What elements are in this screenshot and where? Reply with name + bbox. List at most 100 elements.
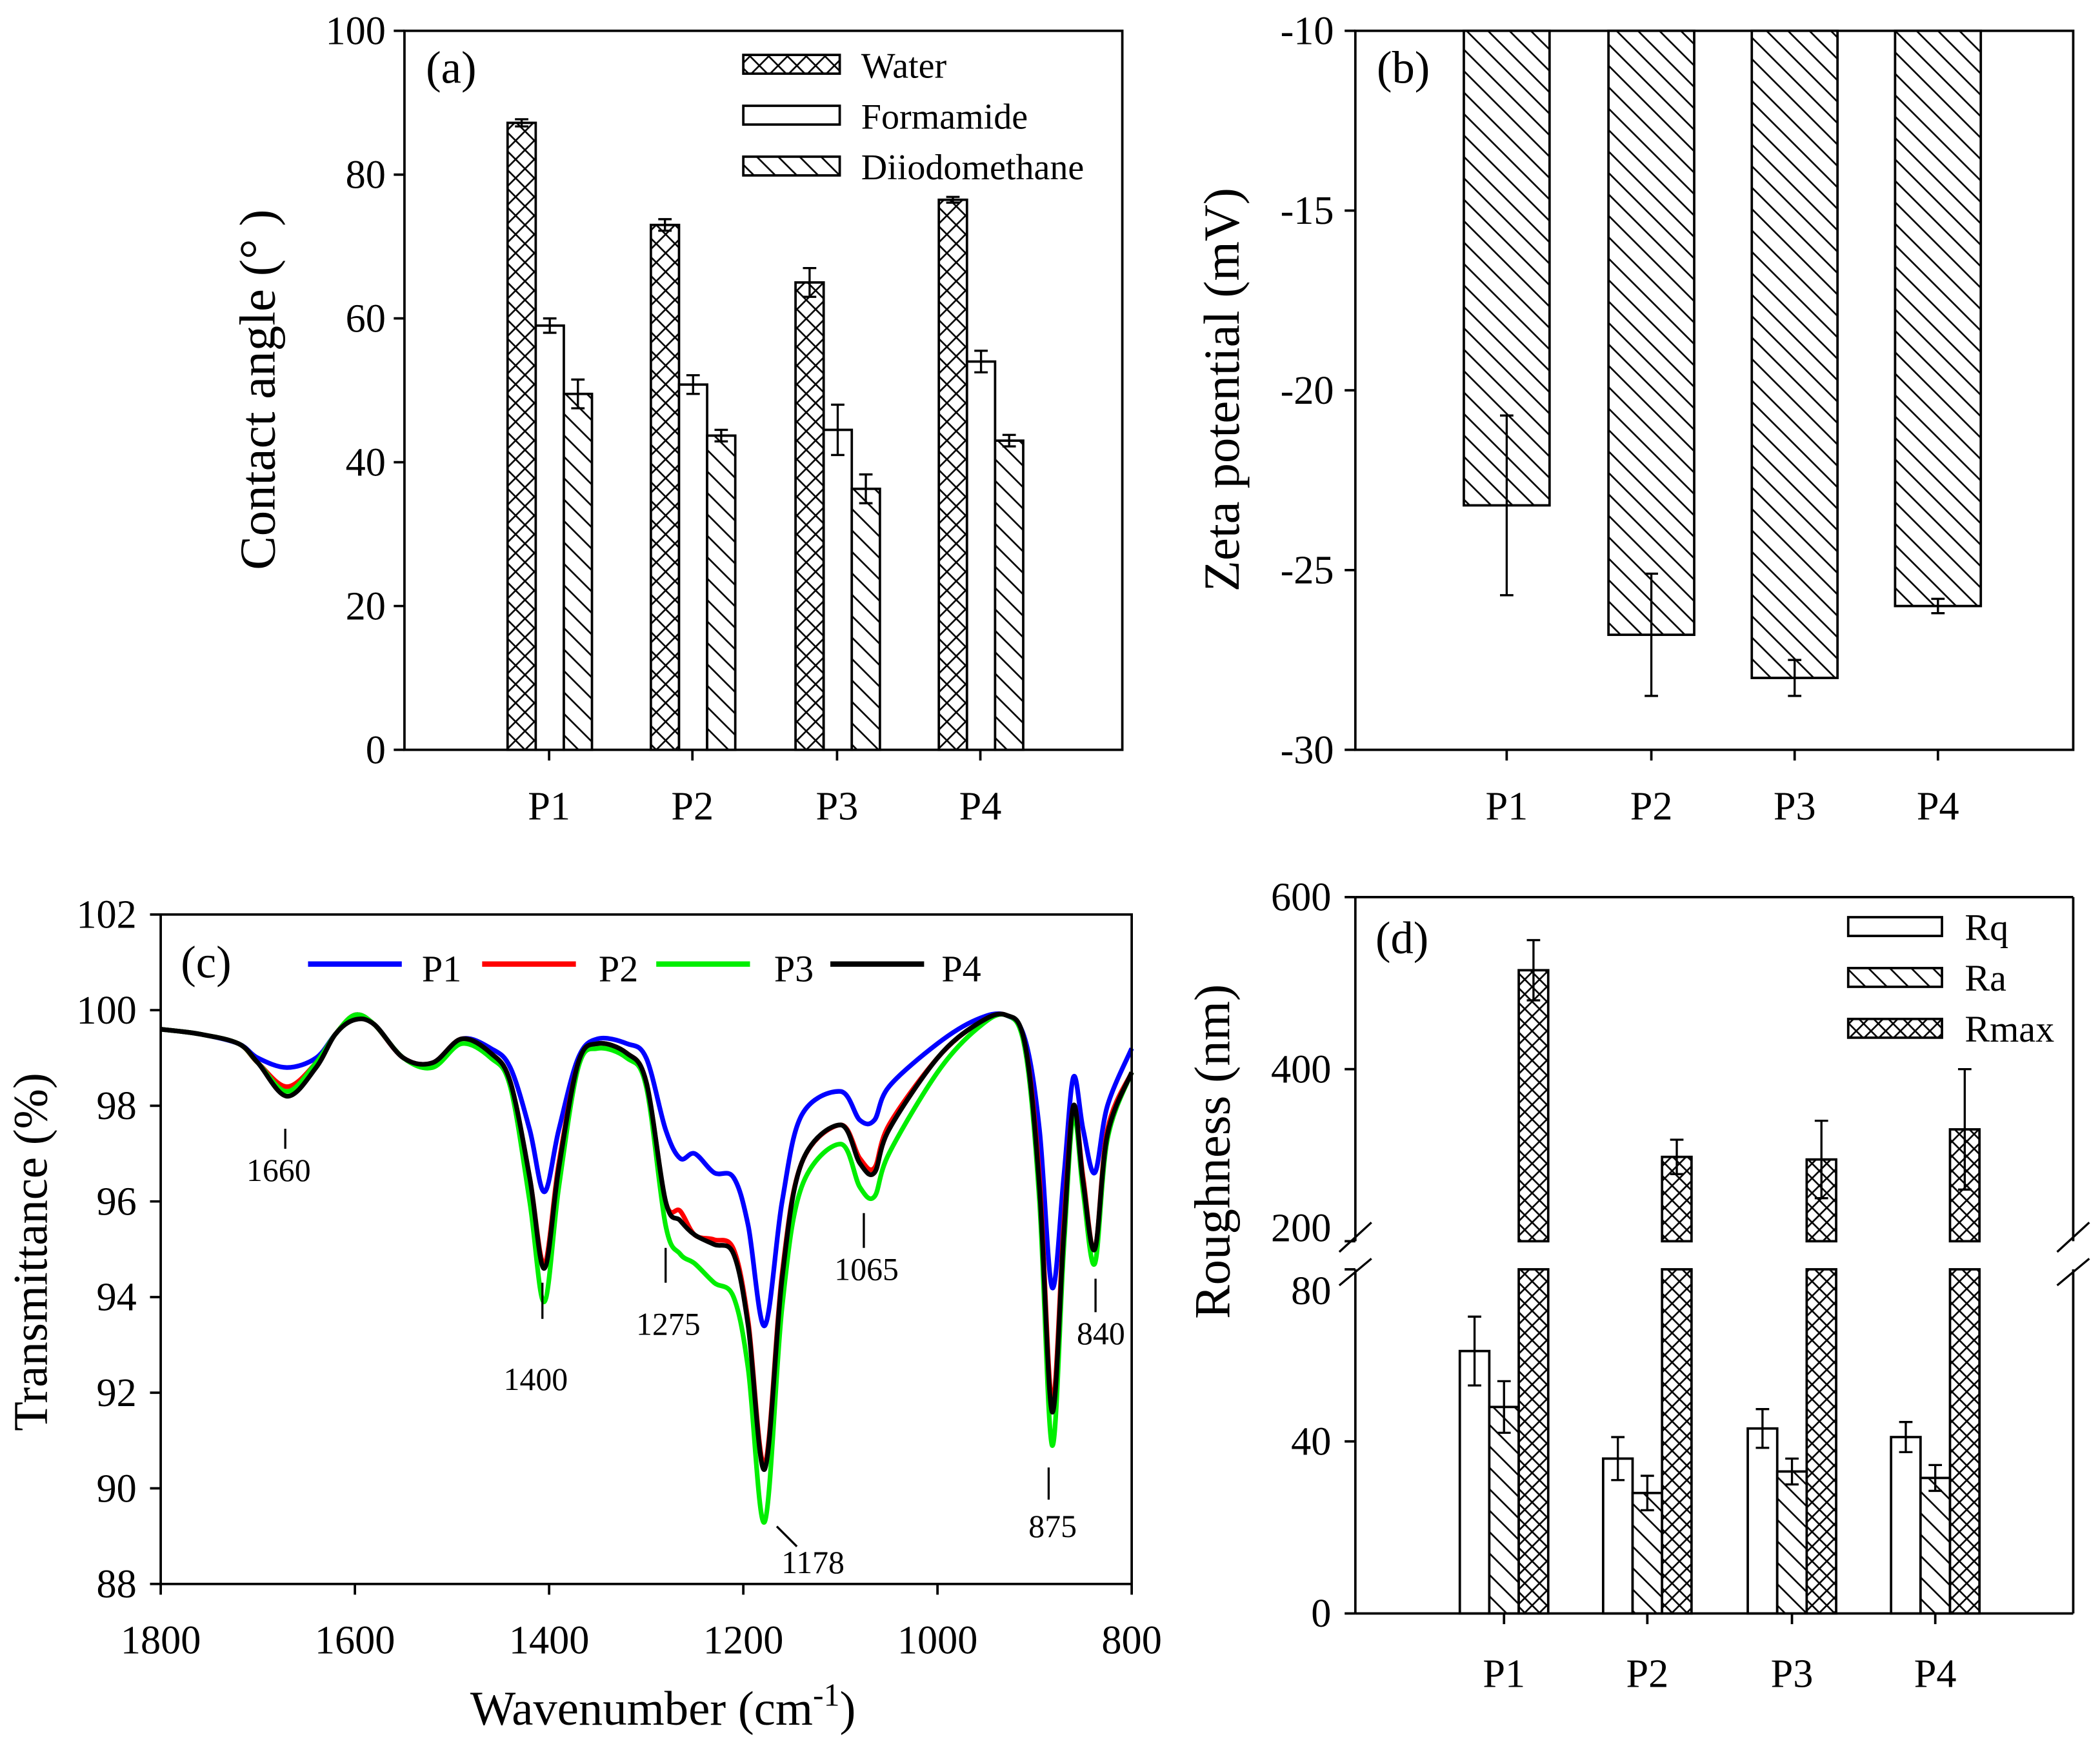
peak-label: 1400 <box>504 1362 568 1397</box>
bar-formamide-p2 <box>677 383 708 751</box>
bar-ra-p3 <box>1775 1470 1808 1615</box>
bar-ra-p2 <box>1631 1491 1664 1615</box>
bar-rmax-p2-lower <box>1661 1268 1693 1615</box>
error-bar <box>714 428 728 442</box>
x-tick-label: P4 <box>1917 784 1959 828</box>
panel-label: (a) <box>426 43 476 94</box>
y-tick-label: -20 <box>1281 369 1334 413</box>
legend-label: P2 <box>599 948 638 990</box>
axis-break-mark <box>1338 1222 1372 1253</box>
axis-break-mark <box>2056 1222 2090 1253</box>
axis-break-mark <box>1338 1258 1372 1287</box>
error-bar <box>658 218 672 232</box>
bar-zeta-p2 <box>1607 29 1695 637</box>
error-bar <box>1814 1119 1828 1200</box>
legend-label: Rmax <box>1965 1008 2054 1050</box>
y-tick-label: 60 <box>346 297 386 341</box>
x-tick-label: P3 <box>1774 784 1816 828</box>
bar-rq-p3 <box>1746 1427 1779 1615</box>
x-tick-label: P1 <box>1485 784 1528 828</box>
x-axis-label-text: Wavenumber (cm <box>470 1682 813 1736</box>
y-tick-label: 20 <box>346 584 386 628</box>
peak-label: 1275 <box>636 1307 701 1342</box>
peak-label: 875 <box>1028 1509 1077 1544</box>
error-bar <box>1788 659 1802 697</box>
bar-ra-p1 <box>1488 1405 1520 1615</box>
y-tick-label: -15 <box>1281 189 1334 233</box>
y-tick-label: 200 <box>1271 1206 1331 1250</box>
panel-label: (c) <box>181 937 231 987</box>
y-tick-label: 98 <box>96 1084 136 1128</box>
y-tick-label: 102 <box>76 893 136 937</box>
y-axis-label: Contact angle (° ) <box>230 209 286 570</box>
bar-water-p2 <box>650 223 681 751</box>
error-bar <box>803 266 817 298</box>
error-bar <box>1500 414 1514 597</box>
x-axis-label-end: ) <box>840 1682 856 1736</box>
panel-label: (b) <box>1377 43 1430 94</box>
error-bar <box>1645 572 1658 697</box>
bar-zeta-p4 <box>1894 29 1983 608</box>
x-tick-label: P4 <box>959 784 1002 828</box>
x-tick-label: P3 <box>816 784 859 828</box>
peak-label: 1178 <box>781 1545 845 1580</box>
panel-c-ftir: 88 90 92 94 96 98 100 102 1800 1600 1400 1200 1000 80… <box>5 893 1162 1736</box>
y-tick-label: 400 <box>1271 1047 1331 1091</box>
y-tick-label: 100 <box>325 10 385 54</box>
error-bar <box>515 118 528 128</box>
y-axis-label: Transmittance (%) <box>5 1073 58 1431</box>
y-tick-label: 96 <box>96 1180 136 1224</box>
legend-label: P4 <box>941 948 981 990</box>
bar-formamide-p1 <box>534 324 565 751</box>
legend-label: Water <box>861 46 947 86</box>
error-bar <box>1002 433 1016 448</box>
bar-diiodomethane-p1 <box>563 392 594 751</box>
bar-rmax-p3-lower <box>1805 1268 1837 1615</box>
x-tick-label: 1400 <box>509 1619 590 1663</box>
bar-diiodomethane-p4 <box>994 439 1025 751</box>
x-tick-label: 800 <box>1101 1619 1161 1663</box>
error-bar <box>1497 1380 1511 1434</box>
x-tick-label: 1200 <box>703 1619 784 1663</box>
y-tick-label: -25 <box>1281 549 1334 593</box>
panel-a-contact-angle: 0 20 40 60 80 100 P1 P2 P3 P4 Water Formamide Diiodo… <box>230 10 1124 828</box>
y-tick-label: 0 <box>366 728 386 772</box>
y-tick-label: 80 <box>346 153 386 197</box>
legend-label: P1 <box>422 948 461 990</box>
y-tick-label: 90 <box>96 1467 136 1511</box>
error-bar <box>1899 1421 1913 1454</box>
error-bar <box>974 350 988 373</box>
plot-frame <box>403 29 1124 751</box>
legend-label: Rq <box>1965 906 2008 948</box>
legend-label: Diiodomethane <box>861 148 1084 188</box>
bar-rq-p4 <box>1890 1436 1922 1615</box>
plot-frame <box>159 913 1133 1585</box>
error-bar <box>859 473 873 504</box>
bar-rmax-p1-lower <box>1517 1268 1550 1615</box>
bar-zeta-p3 <box>1750 29 1839 679</box>
bar-rmax-p1-upper <box>1517 969 1550 1243</box>
error-bar <box>1611 1436 1625 1482</box>
bar-diiodomethane-p2 <box>706 434 737 751</box>
legend-label: Ra <box>1965 957 2006 999</box>
bar-water-p1 <box>506 121 537 751</box>
bar-rmax-p4-lower <box>1948 1268 1981 1615</box>
x-tick-label: 1600 <box>315 1619 395 1663</box>
y-tick-label: 100 <box>76 989 136 1033</box>
error-bar <box>1957 1067 1972 1191</box>
panel-d-roughness: 0 40 80 200 400 600 P1 P2 P3 P4 Rq Ra Rmax (d) Roughne… <box>1185 876 2090 1696</box>
x-tick-label: P2 <box>671 784 714 828</box>
bar-formamide-p3 <box>822 428 854 751</box>
x-axis-label-superscript: -1 <box>813 1678 840 1713</box>
legend-label: P3 <box>774 948 814 990</box>
error-bar <box>1640 1474 1654 1512</box>
y-tick-label: 92 <box>96 1371 136 1415</box>
y-tick-label: 600 <box>1271 876 1331 920</box>
y-tick-label: -10 <box>1281 10 1334 54</box>
x-tick-label: P1 <box>1483 1652 1525 1696</box>
error-bar <box>1670 1138 1684 1175</box>
bar-rq-p1 <box>1458 1349 1491 1615</box>
y-tick-label: 94 <box>96 1276 136 1320</box>
x-tick-label: 1800 <box>121 1619 201 1663</box>
